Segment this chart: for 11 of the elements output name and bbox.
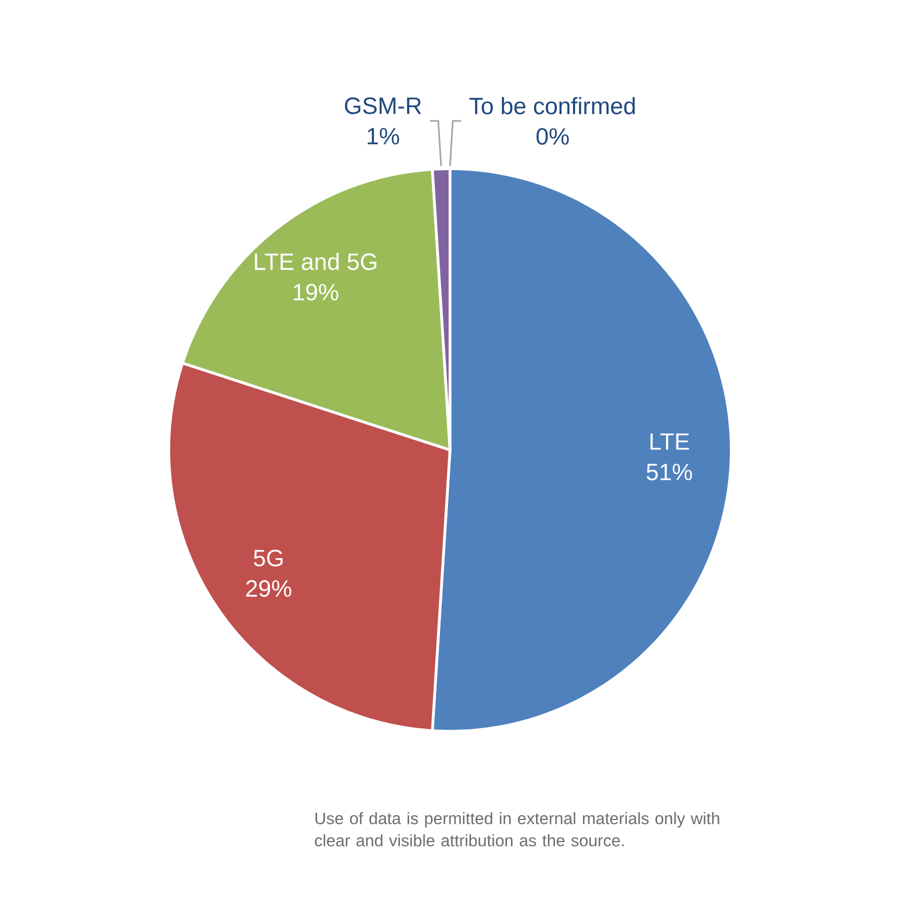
- slice-label: LTE and 5G: [254, 252, 376, 270]
- category-label: To be confirmed: [469, 97, 635, 114]
- slice-label: LTE: [650, 433, 689, 450]
- slice-label: 5G: [254, 550, 282, 566]
- data-label: 51%: [646, 464, 692, 480]
- slice-label: GSM-R: [344, 97, 422, 114]
- text: 0%: [536, 128, 569, 145]
- text: Use of data is permitted in external materials only with clear and visible attribution as the source.: [314, 812, 720, 846]
- data-label: 29%: [246, 580, 292, 597]
- data-label: 19%: [294, 284, 338, 301]
- data-label: 1%: [368, 128, 400, 144]
